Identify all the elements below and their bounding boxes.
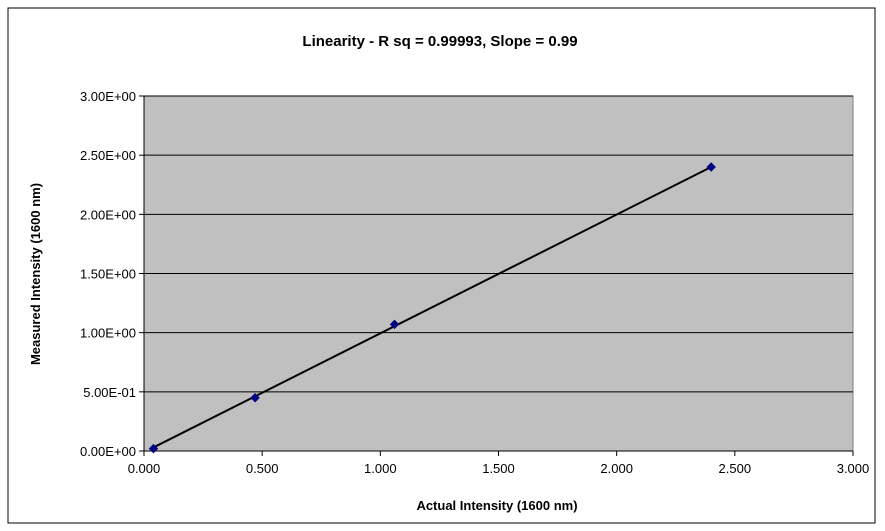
x-axis-label: Actual Intensity (1600 nm) [416,498,577,513]
y-tick-label: 1.50E+00 [80,267,136,282]
y-tick-label: 3.00E+00 [80,89,136,104]
trendline [153,166,712,449]
chart-title: Linearity - R sq = 0.99993, Slope = 0.99 [302,33,577,50]
data-point-marker [389,319,400,330]
x-tick-label: 1.500 [482,461,515,476]
y-tick-label: 0.00E+00 [80,444,136,459]
y-tick-label: 2.00E+00 [80,207,136,222]
y-tick-labels: 0.00E+00 5.00E-01 1.00E+00 1.50E+00 2.00E+00… [80,89,136,459]
y-axis-label: Measured Intensity (1600 nm) [28,183,43,365]
x-tick-label: 0.500 [246,461,279,476]
data-point-marker [706,162,716,172]
data-point-marker [250,393,260,403]
x-tick-label: 2.000 [600,461,633,476]
axes [139,95,854,456]
x-tick-label: 2.500 [719,461,752,476]
data-point-marker [148,443,159,454]
trendline-layer [153,166,712,449]
x-tick-label: 3.000 [837,461,870,476]
x-tick-label: 0.000 [128,461,161,476]
y-tick-label: 2.50E+00 [80,148,136,163]
y-tick-label: 5.00E-01 [83,385,136,400]
x-tick-labels: 0.000 0.500 1.000 1.500 2.000 2.500 3.000 [128,461,870,476]
x-tick-label: 1.000 [364,461,397,476]
data-points [148,162,716,454]
y-tick-label: 1.00E+00 [80,326,136,341]
